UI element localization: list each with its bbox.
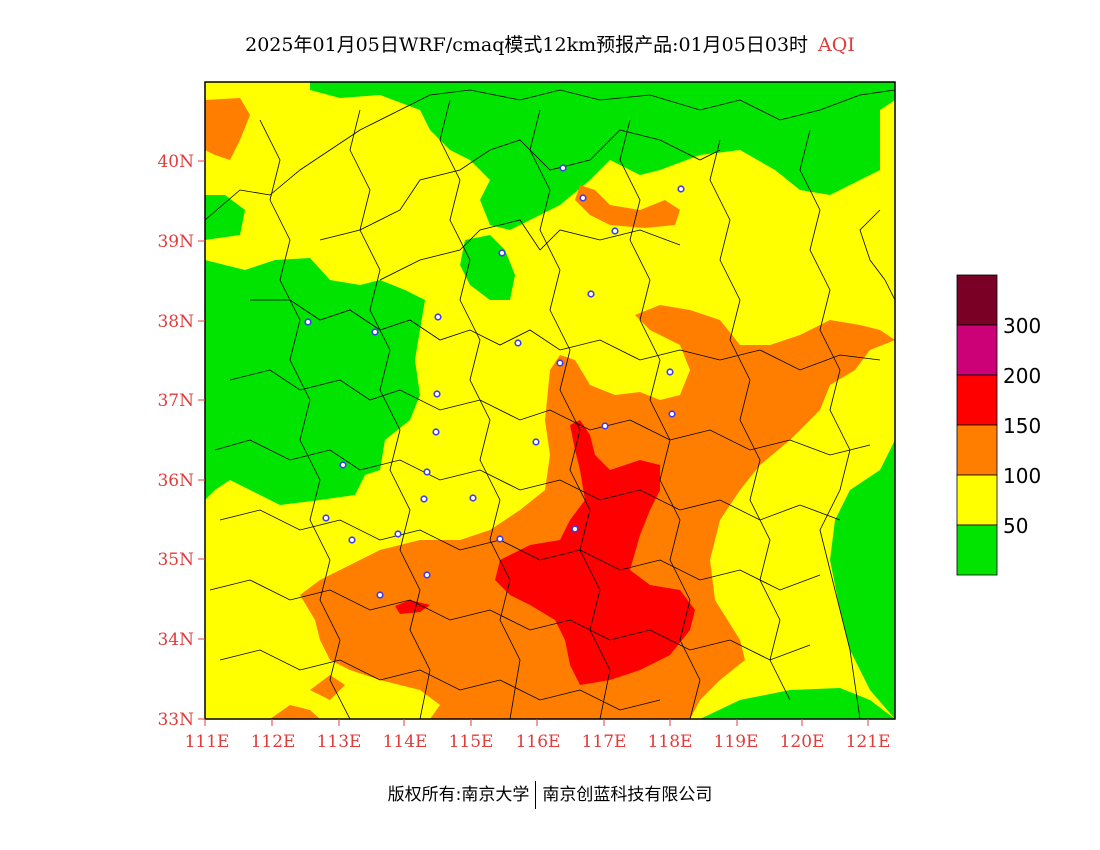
station-marker bbox=[433, 390, 441, 398]
title-variable: AQI bbox=[818, 34, 855, 56]
lon-label-118e: 118E bbox=[648, 732, 693, 752]
station-marker bbox=[559, 164, 567, 172]
zone-good-east bbox=[830, 440, 895, 719]
station-marker bbox=[571, 525, 579, 533]
lon-label-113e: 113E bbox=[317, 732, 362, 752]
lat-label-37n: 37N bbox=[157, 391, 194, 411]
zone-good-north bbox=[310, 82, 895, 230]
admin-boundaries bbox=[205, 89, 895, 719]
station-markers bbox=[304, 164, 685, 599]
lat-label-39n: 39N bbox=[157, 232, 194, 252]
lon-axis: 111E 112E 113E 114E 115E 116E 117E 118E … bbox=[185, 719, 891, 752]
legend-label-300: 300 bbox=[1003, 314, 1042, 338]
lon-label-119e: 119E bbox=[714, 732, 759, 752]
legend-label-200: 200 bbox=[1003, 364, 1042, 388]
zone-good-southeast bbox=[700, 688, 895, 719]
legend-label-150: 150 bbox=[1003, 414, 1042, 438]
lat-label-40n: 40N bbox=[157, 152, 194, 172]
legend-swatch-moderate bbox=[956, 474, 998, 526]
lat-label-35n: 35N bbox=[157, 550, 194, 570]
station-marker bbox=[394, 530, 402, 538]
station-marker bbox=[423, 468, 431, 476]
zone-unhealthy-small bbox=[395, 600, 430, 614]
lat-axis: 40N 39N 38N 37N 36N 35N 34N 33N bbox=[157, 152, 205, 730]
zone-usg-southwest-2 bbox=[310, 675, 345, 700]
title-main: 2025年01月05日WRF/cmaq模式12km预报产品:01月05日03时 bbox=[245, 34, 809, 56]
lat-label-33n: 33N bbox=[157, 710, 194, 730]
station-marker bbox=[423, 571, 431, 579]
lon-label-116e: 116E bbox=[516, 732, 561, 752]
zone-good-west-large bbox=[205, 258, 425, 505]
legend-colorbar bbox=[956, 274, 998, 576]
station-marker bbox=[339, 461, 347, 469]
zone-unhealthy bbox=[495, 420, 695, 685]
legend-swatch-very-unhealthy bbox=[956, 324, 998, 376]
station-marker bbox=[668, 410, 676, 418]
station-marker bbox=[532, 438, 540, 446]
station-marker bbox=[322, 514, 330, 522]
station-marker bbox=[496, 535, 504, 543]
lat-label-36n: 36N bbox=[157, 471, 194, 491]
zone-usg-north bbox=[575, 185, 680, 228]
lon-label-112e: 112E bbox=[251, 732, 296, 752]
station-marker bbox=[677, 185, 685, 193]
lon-label-121e: 121E bbox=[846, 732, 891, 752]
station-marker bbox=[498, 249, 506, 257]
station-marker bbox=[556, 359, 564, 367]
legend-swatch-good bbox=[956, 524, 998, 576]
station-marker bbox=[434, 313, 442, 321]
copyright-right: 南京创蓝科技有限公司 bbox=[542, 785, 713, 805]
map-title: 2025年01月05日WRF/cmaq模式12km预报产品:01月05日03时 A… bbox=[0, 30, 1100, 57]
copyright-left: 版权所有:南京大学 bbox=[387, 785, 530, 805]
copyright-separator bbox=[535, 781, 537, 809]
station-marker bbox=[469, 494, 477, 502]
station-marker bbox=[601, 422, 609, 430]
zone-usg-northwest bbox=[205, 98, 250, 160]
station-marker bbox=[420, 495, 428, 503]
lon-label-111e: 111E bbox=[185, 732, 230, 752]
station-marker bbox=[587, 290, 595, 298]
station-marker bbox=[611, 227, 619, 235]
station-marker bbox=[579, 194, 587, 202]
zone-usg-southwest bbox=[270, 705, 320, 719]
station-marker bbox=[666, 368, 674, 376]
lon-label-120e: 120E bbox=[780, 732, 825, 752]
legend-label-100: 100 bbox=[1003, 464, 1042, 488]
station-marker bbox=[376, 591, 384, 599]
lon-label-115e: 115E bbox=[449, 732, 494, 752]
zone-good-west bbox=[205, 195, 245, 240]
legend-swatch-usg bbox=[956, 424, 998, 476]
station-marker bbox=[371, 328, 379, 336]
legend-label-50: 50 bbox=[1003, 514, 1029, 538]
station-marker bbox=[432, 428, 440, 436]
legend-swatch-unhealthy bbox=[956, 374, 998, 426]
copyright-footer: 版权所有:南京大学 南京创蓝科技有限公司 bbox=[0, 780, 1100, 809]
aqi-field bbox=[205, 82, 895, 719]
lat-label-34n: 34N bbox=[157, 630, 194, 650]
lat-label-38n: 38N bbox=[157, 312, 194, 332]
station-marker bbox=[514, 339, 522, 347]
station-marker bbox=[304, 318, 312, 326]
legend-swatch-hazardous bbox=[956, 274, 998, 326]
lon-label-114e: 114E bbox=[383, 732, 428, 752]
lon-label-117e: 117E bbox=[582, 732, 627, 752]
station-marker bbox=[348, 536, 356, 544]
